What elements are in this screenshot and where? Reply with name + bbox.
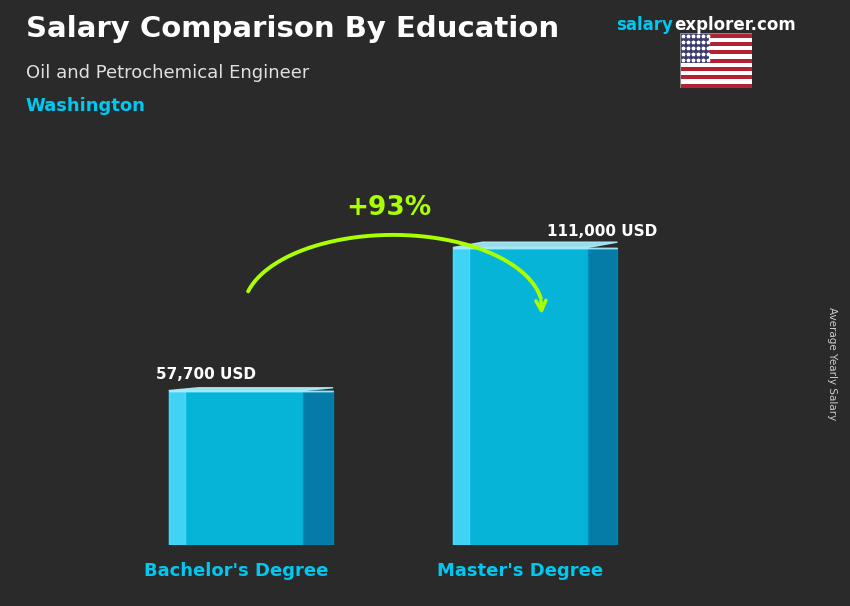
Text: Washington: Washington bbox=[26, 97, 145, 115]
Bar bbox=[680, 62, 752, 67]
Bar bbox=[680, 84, 752, 88]
Text: 57,700 USD: 57,700 USD bbox=[156, 367, 256, 382]
Text: +93%: +93% bbox=[347, 196, 432, 221]
Bar bbox=[680, 38, 752, 42]
Bar bbox=[680, 59, 752, 62]
Bar bbox=[680, 46, 752, 50]
Text: Average Yearly Salary: Average Yearly Salary bbox=[827, 307, 837, 420]
Polygon shape bbox=[168, 388, 333, 390]
Polygon shape bbox=[303, 390, 333, 545]
Bar bbox=[680, 50, 752, 55]
Bar bbox=[680, 71, 752, 75]
Bar bbox=[680, 79, 752, 84]
Polygon shape bbox=[168, 390, 303, 545]
Text: explorer.com: explorer.com bbox=[674, 16, 796, 35]
Bar bbox=[680, 33, 752, 38]
Polygon shape bbox=[453, 247, 469, 545]
Polygon shape bbox=[168, 390, 184, 545]
Bar bbox=[680, 55, 752, 59]
Text: Salary Comparison By Education: Salary Comparison By Education bbox=[26, 15, 558, 43]
Bar bbox=[680, 67, 752, 71]
Polygon shape bbox=[587, 247, 617, 545]
Text: salary: salary bbox=[616, 16, 673, 35]
Bar bbox=[680, 75, 752, 79]
Bar bbox=[680, 42, 752, 46]
Text: 111,000 USD: 111,000 USD bbox=[547, 224, 658, 239]
Text: Oil and Petrochemical Engineer: Oil and Petrochemical Engineer bbox=[26, 64, 309, 82]
Bar bbox=[680, 33, 709, 62]
Polygon shape bbox=[453, 247, 587, 545]
Polygon shape bbox=[453, 242, 617, 247]
